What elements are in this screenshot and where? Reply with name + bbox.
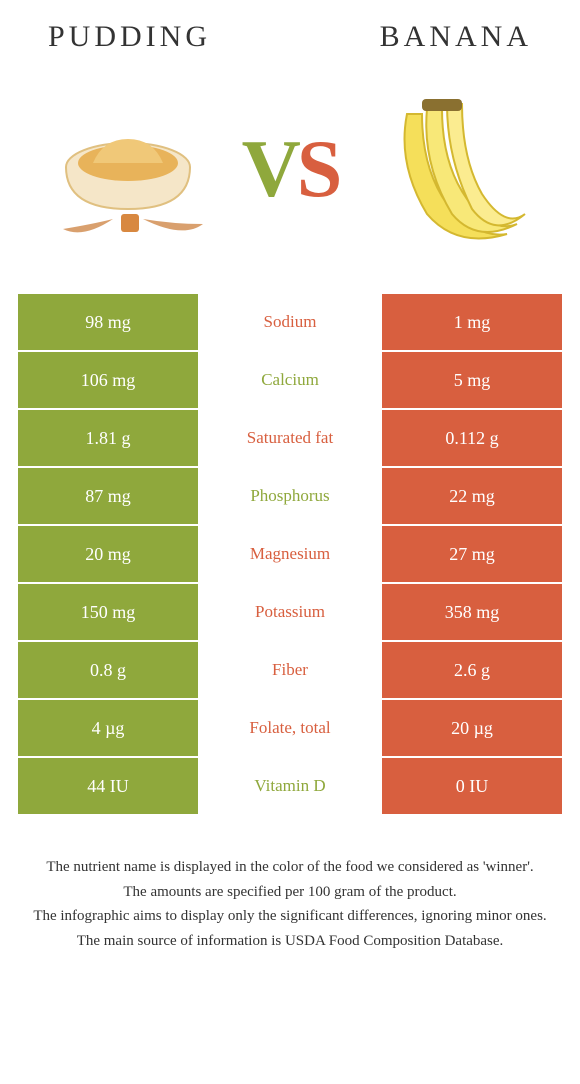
right-value: 20 µg (382, 700, 562, 758)
right-value: 22 mg (382, 468, 562, 526)
nutrient-label: Folate, total (198, 700, 382, 758)
nutrient-label: Fiber (198, 642, 382, 700)
footer-line: The infographic aims to display only the… (28, 905, 552, 928)
left-value: 4 µg (18, 700, 198, 758)
nutrient-row: 44 IUVitamin D0 IU (18, 758, 562, 816)
right-value: 358 mg (382, 584, 562, 642)
nutrient-row: 87 mgPhosphorus22 mg (18, 468, 562, 526)
left-value: 150 mg (18, 584, 198, 642)
pudding-image (38, 79, 218, 259)
footer-line: The main source of information is USDA F… (28, 930, 552, 953)
nutrient-label: Magnesium (198, 526, 382, 584)
infographic-container: Pudding Banana VS 98 mgSodium1 (0, 0, 580, 974)
left-value: 98 mg (18, 294, 198, 352)
banana-icon (367, 84, 537, 254)
nutrient-row: 1.81 gSaturated fat0.112 g (18, 410, 562, 468)
titles-row: Pudding Banana (18, 20, 562, 74)
right-value: 0 IU (382, 758, 562, 816)
banana-image (362, 79, 542, 259)
left-value: 0.8 g (18, 642, 198, 700)
nutrient-label: Sodium (198, 294, 382, 352)
footer-line: The nutrient name is displayed in the co… (28, 856, 552, 879)
nutrient-row: 0.8 gFiber2.6 g (18, 642, 562, 700)
nutrient-label: Phosphorus (198, 468, 382, 526)
nutrient-row: 150 mgPotassium358 mg (18, 584, 562, 642)
nutrient-table: 98 mgSodium1 mg106 mgCalcium5 mg1.81 gSa… (18, 294, 562, 816)
vs-s: S (297, 123, 339, 214)
footer-notes: The nutrient name is displayed in the co… (18, 816, 562, 952)
nutrient-label: Vitamin D (198, 758, 382, 816)
left-value: 44 IU (18, 758, 198, 816)
left-title: Pudding (48, 20, 211, 54)
nutrient-row: 20 mgMagnesium27 mg (18, 526, 562, 584)
right-value: 0.112 g (382, 410, 562, 468)
nutrient-row: 106 mgCalcium5 mg (18, 352, 562, 410)
right-value: 5 mg (382, 352, 562, 410)
right-value: 27 mg (382, 526, 562, 584)
nutrient-label: Potassium (198, 584, 382, 642)
left-value: 1.81 g (18, 410, 198, 468)
left-value: 20 mg (18, 526, 198, 584)
nutrient-label: Calcium (198, 352, 382, 410)
right-value: 2.6 g (382, 642, 562, 700)
nutrient-row: 98 mgSodium1 mg (18, 294, 562, 352)
nutrient-label: Saturated fat (198, 410, 382, 468)
right-title: Banana (380, 20, 532, 54)
hero-row: VS (18, 74, 562, 294)
vs-v: V (242, 123, 297, 214)
nutrient-row: 4 µgFolate, total20 µg (18, 700, 562, 758)
left-value: 106 mg (18, 352, 198, 410)
pudding-icon (43, 89, 213, 249)
footer-line: The amounts are specified per 100 gram o… (28, 881, 552, 904)
left-value: 87 mg (18, 468, 198, 526)
vs-label: VS (242, 122, 339, 216)
right-value: 1 mg (382, 294, 562, 352)
